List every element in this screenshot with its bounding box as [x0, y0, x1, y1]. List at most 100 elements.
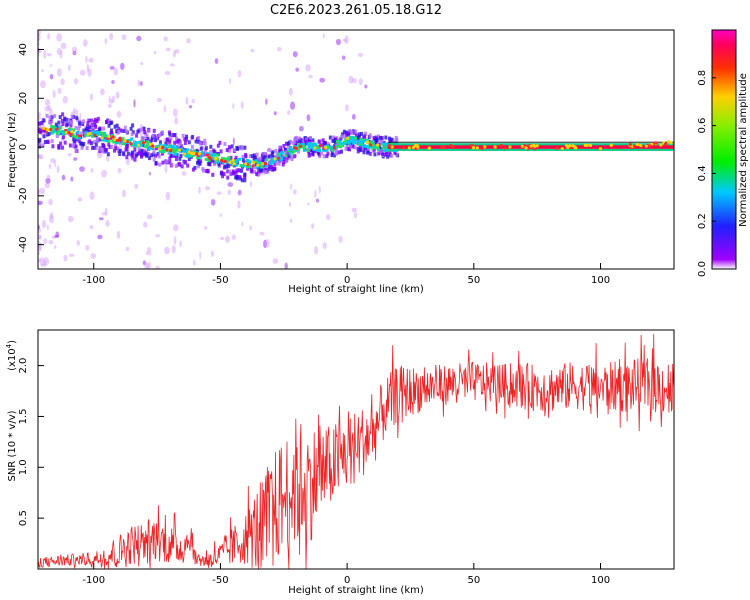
spectrogram-cell: [254, 162, 258, 167]
spectrogram-cell: [185, 137, 189, 142]
spectrogram-cell: [261, 159, 265, 164]
spectrogram-noise-point: [288, 87, 293, 96]
spectrogram-cell: [88, 139, 92, 144]
spectrogram-cell: [59, 130, 63, 134]
spectrogram-y-axis-label: Frequency (Hz): [7, 112, 18, 188]
spectrogram-noise-point: [75, 109, 79, 117]
spectrogram-cell: [54, 126, 58, 130]
spectrogram-noise-point: [125, 158, 130, 166]
spectrogram-cell: [269, 162, 273, 166]
spectrogram-cell: [154, 161, 158, 166]
spectrogram-cell: [326, 151, 330, 156]
spectrogram-noise-point: [351, 207, 357, 213]
spectrogram-cell: [121, 137, 125, 141]
snr-series-line: [38, 333, 674, 569]
spectrogram-cell: [67, 128, 71, 132]
spectrogram-noise-point: [72, 107, 77, 115]
spectrogram-cell: [323, 148, 327, 152]
spectrogram-cell: [332, 153, 336, 158]
spectrogram-cell: [347, 141, 351, 145]
spectrogram-noise-point: [292, 189, 297, 195]
spectrogram-cell: [135, 133, 139, 138]
spectrogram-cell: [289, 145, 293, 149]
spectrogram-noise-point: [48, 163, 52, 170]
spectrogram-peak: [318, 144, 322, 148]
spectrogram-noise-point: [164, 246, 170, 255]
spectrogram-cell: [377, 147, 381, 151]
spectrogram-cell: [384, 135, 388, 140]
spectrogram-noise-point: [44, 106, 51, 112]
spectrogram-noise-point: [90, 253, 97, 259]
spectrogram-cell: [187, 140, 191, 145]
spectrogram-cell: [362, 147, 366, 152]
svg-text:(x104): (x104): [5, 340, 18, 371]
spectrogram-noise-point: [140, 61, 144, 66]
spectrogram-cell: [243, 172, 247, 177]
spectrogram-peak: [524, 146, 528, 150]
spectrogram-cell: [201, 167, 205, 172]
spectrogram-noise-point: [357, 52, 364, 57]
spectrogram-cell: [284, 159, 288, 164]
spectrogram-noise-point: [311, 222, 315, 229]
spectrogram-cell: [140, 127, 144, 132]
spectrogram-noise-point: [164, 163, 168, 173]
spectrogram-cell: [282, 157, 286, 162]
spectrogram-cell: [190, 144, 194, 149]
spectrogram-cell: [255, 152, 259, 157]
spectrogram-cell: [258, 156, 262, 161]
spectrogram-cell: [53, 114, 57, 119]
spectrogram-cell: [388, 150, 392, 155]
spectrogram-cell: [85, 128, 89, 133]
snr-multiplier-base: (x10: [7, 348, 18, 371]
spectrogram-cell: [170, 162, 174, 167]
spectrogram-noise-point: [61, 174, 66, 181]
spectrogram-cell: [212, 161, 216, 166]
spectrogram-cell: [345, 144, 349, 149]
spectrogram-peak: [448, 144, 453, 148]
spectrogram-noise-point: [38, 200, 43, 206]
spectrogram-noise-point: [89, 191, 95, 200]
spectrogram-cell: [250, 167, 254, 172]
spectrogram-cell: [60, 145, 64, 150]
spectrogram-cell: [243, 145, 247, 150]
spectrogram-x-ticks: -100 -50 0 50 100: [82, 263, 610, 286]
spectrogram-noise-point: [86, 63, 90, 73]
spectrogram-peak: [232, 162, 236, 166]
spectrogram-cell: [175, 146, 179, 150]
spectrogram-cell: [245, 160, 249, 164]
spectrogram-noise-point: [224, 235, 230, 243]
spectrogram-cell: [369, 141, 373, 145]
spectrogram-noise-point: [145, 250, 152, 256]
spectrogram-cell: [168, 160, 172, 165]
spectrogram-peak: [571, 144, 575, 148]
spectrogram-peak: [503, 146, 507, 150]
spectrogram-cell: [80, 141, 84, 146]
spectrogram-cell: [323, 141, 327, 146]
spectrogram-cell: [90, 130, 94, 134]
spectrogram-noise-point: [163, 36, 168, 42]
spectrogram-cell: [347, 138, 351, 142]
spectrogram-noise-point: [290, 101, 296, 110]
spectrogram-cell: [72, 128, 76, 132]
spectrogram-cell: [152, 128, 156, 133]
spectrogram-peak: [369, 143, 373, 147]
spectrogram-noise-point: [41, 69, 44, 73]
spectrogram-noise-point: [39, 187, 46, 195]
spectrogram-cell: [222, 160, 226, 164]
spectrogram-peak: [273, 157, 277, 161]
spectrogram-cell: [235, 176, 239, 181]
spectrogram-peak: [648, 144, 652, 148]
spectrogram-cell: [238, 145, 242, 150]
spectrogram-noise-point: [79, 112, 82, 121]
spectrogram-cell: [143, 130, 147, 135]
spectrogram-cell: [244, 152, 248, 157]
spectrogram-noise-point: [67, 215, 74, 223]
spectrogram-noise-point: [57, 87, 62, 94]
spectrogram-noise-point: [38, 116, 41, 121]
spectrogram-cell: [38, 139, 41, 144]
spectrogram-noise-point: [228, 78, 232, 85]
spectrogram-cell: [330, 153, 334, 158]
spectrogram-cell: [374, 144, 378, 148]
spectrogram-cell: [278, 145, 282, 150]
spectrogram-cell: [262, 152, 266, 157]
